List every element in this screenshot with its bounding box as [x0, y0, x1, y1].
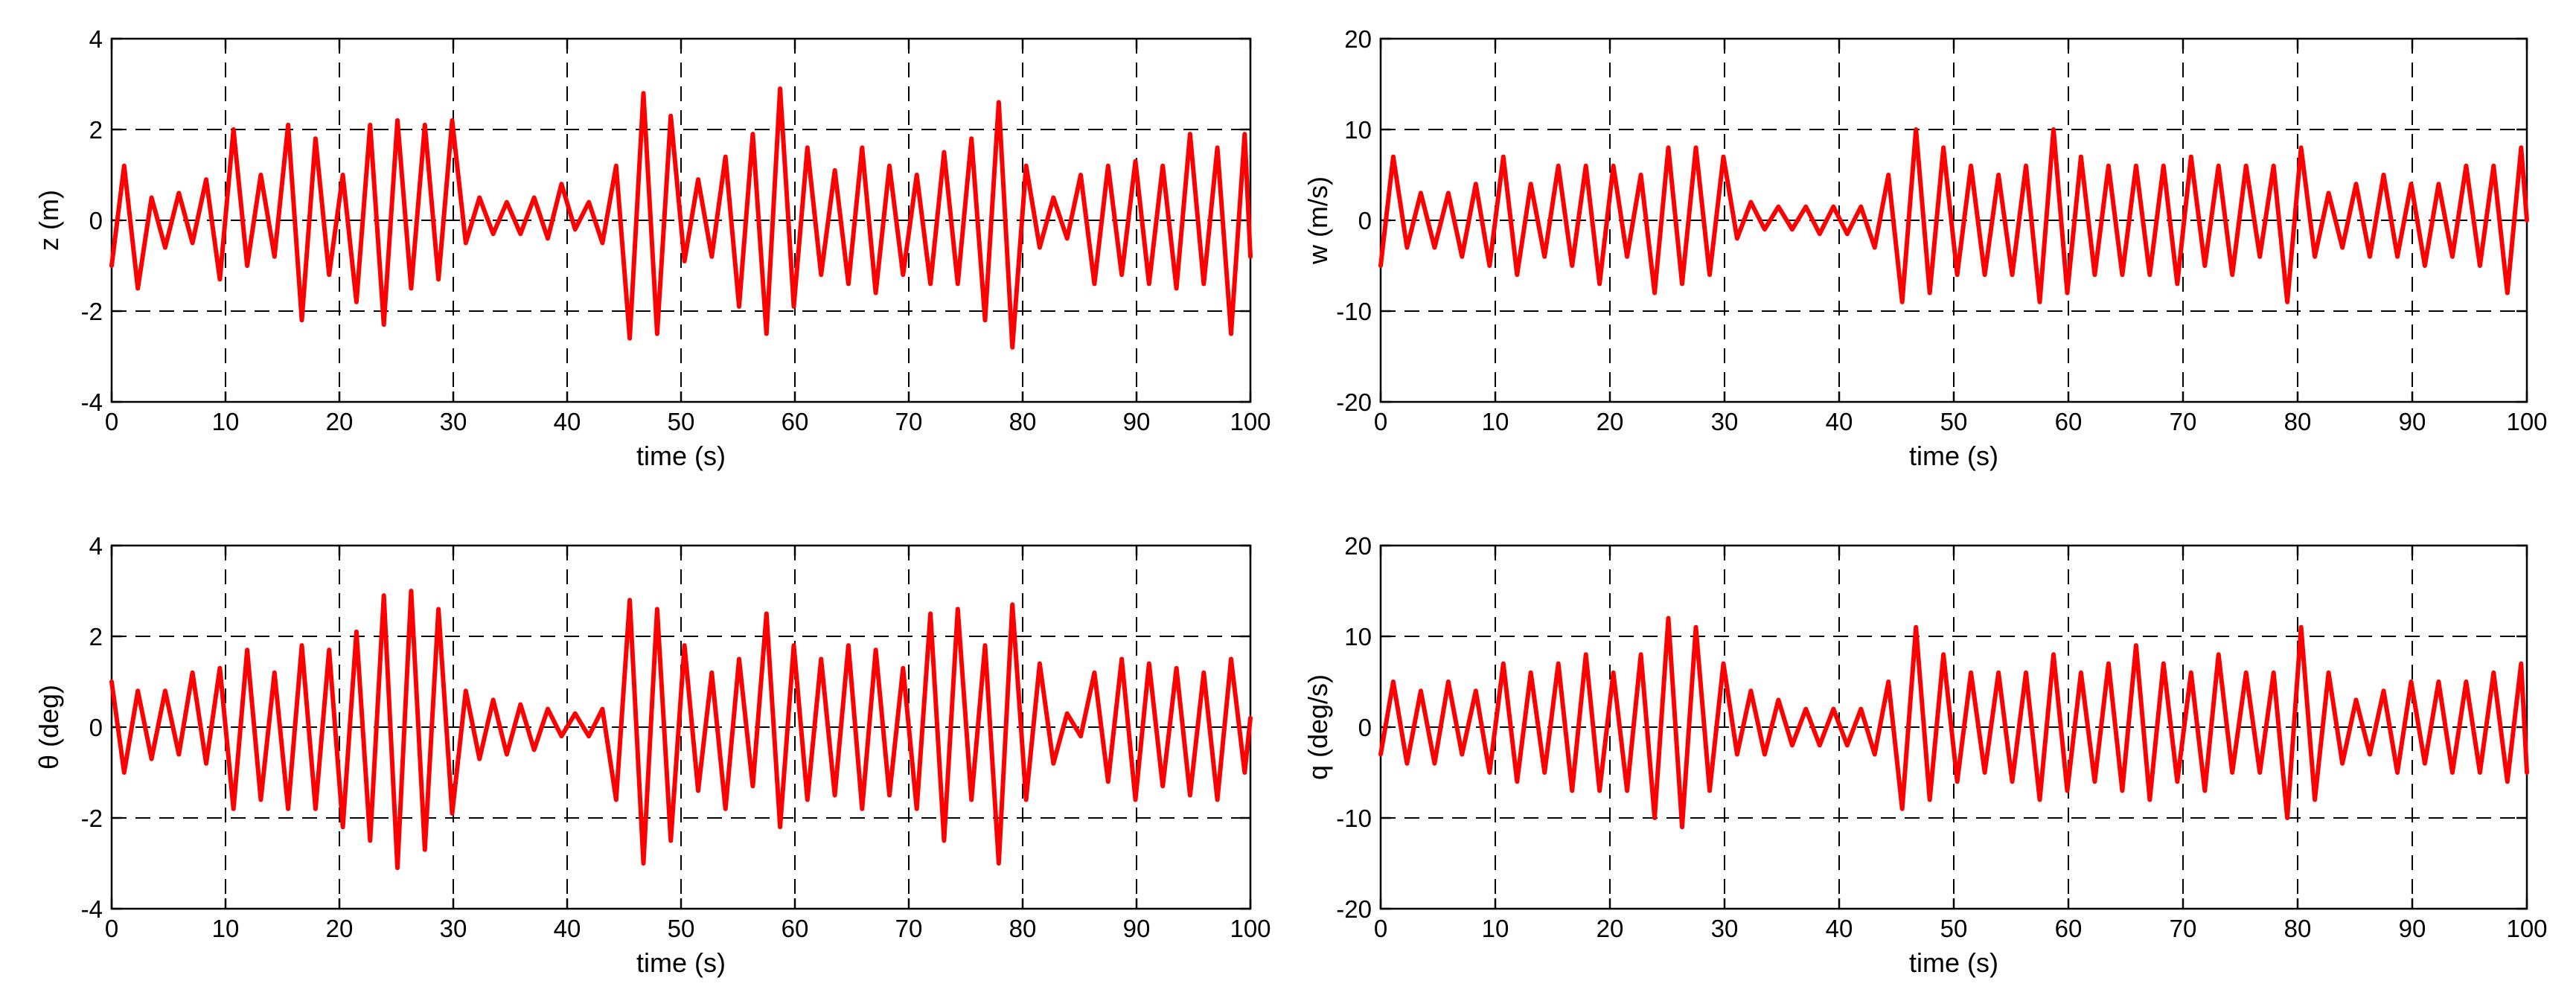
- z-y-tick-label: 0: [89, 207, 103, 234]
- w-y-tick-label: -10: [1336, 298, 1372, 325]
- theta-x-tick-label: 80: [1009, 915, 1037, 942]
- q-x-tick-label: 40: [1826, 915, 1853, 942]
- q-x-tick-label: 80: [2284, 915, 2312, 942]
- w-y-tick-label: 20: [1344, 25, 1372, 53]
- q-x-tick-label: 90: [2399, 915, 2426, 942]
- theta-x-tick-label: 50: [668, 915, 695, 942]
- theta-y-tick-label: -2: [81, 805, 103, 832]
- w-x-tick-label: 50: [1940, 408, 1968, 435]
- q-x-tick-label: 20: [1597, 915, 1624, 942]
- w-x-tick-label: 60: [2055, 408, 2083, 435]
- w-y-tick-label: 10: [1344, 116, 1372, 144]
- theta-series-line: [109, 589, 1253, 871]
- q-x-tick-label: 0: [1374, 915, 1387, 942]
- w-x-tick-label: 30: [1711, 408, 1739, 435]
- z-x-tick-label: 50: [668, 408, 695, 435]
- w-x-tick-label: 80: [2284, 408, 2312, 435]
- subplot-q: 0 10 20 30 40 50 60 70 80 90 100 -20 -10 0 10 20 time (s…: [1303, 532, 2548, 978]
- theta-x-tick-label: 0: [105, 915, 118, 942]
- w-x-tick-label: 0: [1374, 408, 1387, 435]
- z-x-tick-label: 20: [326, 408, 354, 435]
- q-x-tick-label: 30: [1711, 915, 1739, 942]
- q-y-tick-label: 0: [1358, 714, 1372, 741]
- theta-x-tick-label: 30: [440, 915, 467, 942]
- q-y-tick-label: -20: [1336, 895, 1372, 923]
- theta-x-tick-label: 10: [212, 915, 240, 942]
- w-x-tick-label: 90: [2399, 408, 2426, 435]
- theta-x-tick-label: 20: [326, 915, 354, 942]
- theta-x-tick-label: 100: [1230, 915, 1271, 942]
- z-x-tick-label: 70: [895, 408, 923, 435]
- subplot-z: 0 10 20 30 40 50 60 70 80 90 100 -4 -2 0 2 4 time (s) z (…: [33, 25, 1271, 471]
- w-y-tick-label: 0: [1358, 207, 1372, 234]
- subplot-w: 0 10 20 30 40 50 60 70 80 90 100 -20 -10 0 10 20 time (s…: [1303, 25, 2548, 471]
- z-x-axis-label: time (s): [636, 441, 726, 471]
- q-y-axis-label: q (deg/s): [1303, 674, 1333, 780]
- theta-x-axis-label: time (s): [636, 947, 726, 978]
- w-y-axis-label: w (m/s): [1303, 176, 1333, 265]
- q-y-tick-label: 20: [1344, 532, 1372, 560]
- theta-y-tick-label: 4: [89, 532, 103, 560]
- q-x-tick-label: 60: [2055, 915, 2083, 942]
- z-y-tick-label: 4: [89, 25, 103, 53]
- w-x-tick-label: 100: [2506, 408, 2547, 435]
- theta-x-tick-label: 40: [554, 915, 581, 942]
- w-x-axis-label: time (s): [1909, 441, 1998, 471]
- theta-x-tick-label: 70: [895, 915, 923, 942]
- z-x-tick-label: 100: [1230, 408, 1271, 435]
- z-series-line: [109, 86, 1253, 350]
- z-y-tick-label: -4: [81, 389, 103, 416]
- q-x-tick-label: 10: [1482, 915, 1509, 942]
- z-x-tick-label: 10: [212, 408, 240, 435]
- theta-x-tick-label: 90: [1123, 915, 1151, 942]
- q-y-tick-label: 10: [1344, 623, 1372, 650]
- z-x-tick-label: 40: [554, 408, 581, 435]
- q-y-tick-label: -10: [1336, 805, 1372, 832]
- z-x-tick-label: 60: [782, 408, 809, 435]
- theta-y-tick-label: -4: [81, 895, 103, 923]
- w-y-tick-label: -20: [1336, 389, 1372, 416]
- z-x-tick-label: 80: [1009, 408, 1037, 435]
- q-x-axis-label: time (s): [1909, 947, 1998, 978]
- q-x-tick-label: 50: [1940, 915, 1968, 942]
- q-x-tick-label: 70: [2170, 915, 2197, 942]
- theta-x-tick-label: 60: [782, 915, 809, 942]
- w-series-line: [1378, 127, 2529, 304]
- theta-y-tick-label: 2: [89, 623, 103, 650]
- w-x-tick-label: 40: [1826, 408, 1853, 435]
- w-x-tick-label: 20: [1597, 408, 1624, 435]
- z-y-axis-label: z (m): [33, 190, 64, 251]
- q-x-tick-label: 100: [2506, 915, 2547, 942]
- z-y-tick-label: -2: [81, 298, 103, 325]
- theta-y-axis-label: θ (deg): [33, 685, 64, 770]
- w-x-tick-label: 10: [1482, 408, 1509, 435]
- z-x-tick-label: 30: [440, 408, 467, 435]
- z-x-tick-label: 90: [1123, 408, 1151, 435]
- w-x-tick-label: 70: [2170, 408, 2197, 435]
- subplot-theta: 0 10 20 30 40 50 60 70 80 90 100 -4 -2 0 2 4 time (s) θ (…: [33, 532, 1271, 978]
- q-series-line: [1378, 615, 2529, 830]
- theta-y-tick-label: 0: [89, 714, 103, 741]
- z-x-tick-label: 0: [105, 408, 118, 435]
- z-y-tick-label: 2: [89, 116, 103, 144]
